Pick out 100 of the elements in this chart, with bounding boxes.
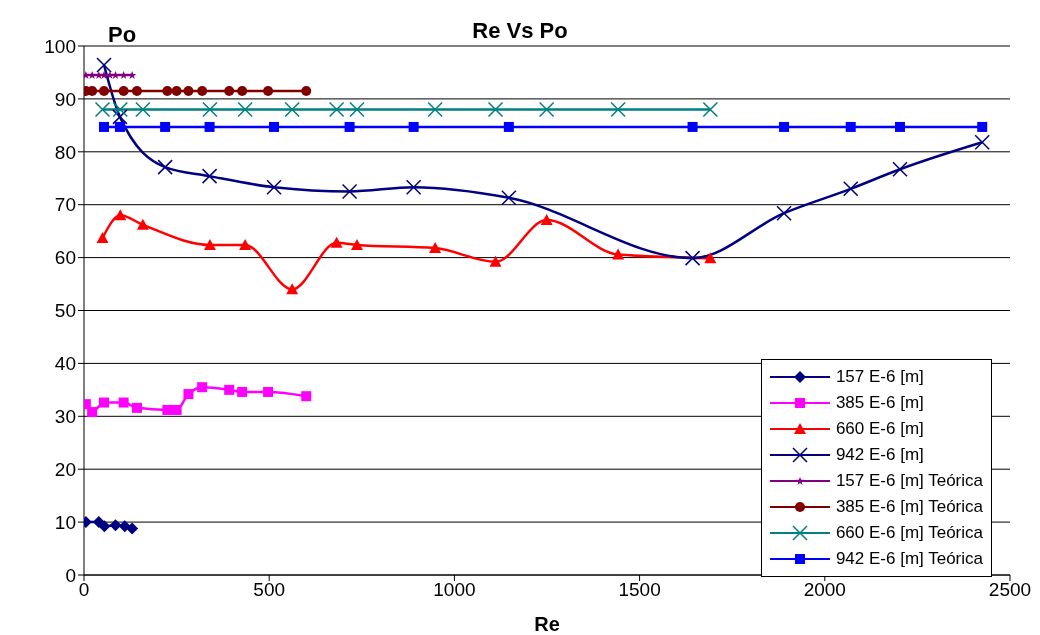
point bbox=[202, 101, 218, 118]
x-tick-label: 500 bbox=[253, 579, 286, 601]
point bbox=[501, 190, 517, 206]
point bbox=[126, 522, 139, 535]
point bbox=[301, 85, 312, 96]
point bbox=[286, 283, 299, 295]
y-axis-title: Po bbox=[108, 22, 137, 48]
x-tick-label: 1000 bbox=[433, 579, 476, 601]
point bbox=[284, 101, 300, 118]
point bbox=[112, 101, 129, 118]
point bbox=[237, 386, 248, 397]
point bbox=[183, 389, 194, 400]
point bbox=[99, 85, 109, 96]
point bbox=[114, 121, 125, 132]
point bbox=[328, 101, 345, 118]
y-tick-label: 10 bbox=[54, 511, 76, 533]
legend-label: 157 E-6 [m] Teórica bbox=[835, 471, 983, 491]
point bbox=[157, 159, 173, 175]
x-axis-title: Re bbox=[534, 613, 560, 635]
point bbox=[118, 85, 129, 96]
point bbox=[201, 168, 218, 184]
point bbox=[427, 101, 443, 118]
point bbox=[99, 397, 109, 408]
y-tick-label: 80 bbox=[54, 141, 76, 163]
point bbox=[237, 85, 248, 96]
point bbox=[87, 407, 98, 418]
x-tick-label: 2000 bbox=[803, 579, 846, 601]
point bbox=[135, 101, 151, 118]
point bbox=[96, 57, 112, 73]
x-tick-label: 2500 bbox=[988, 579, 1032, 601]
point bbox=[112, 109, 128, 125]
y-tick-label: 20 bbox=[54, 458, 76, 480]
point bbox=[162, 85, 173, 96]
point bbox=[540, 214, 553, 226]
y-tick-label: 0 bbox=[65, 564, 76, 586]
legend-label: 942 E-6 [m] bbox=[835, 445, 924, 465]
point bbox=[263, 85, 274, 96]
y-tick-label: 60 bbox=[54, 247, 76, 269]
point bbox=[197, 85, 208, 96]
point bbox=[892, 161, 908, 178]
point bbox=[203, 238, 216, 250]
legend-label: 660 E-6 [m] Teórica bbox=[835, 523, 983, 543]
point bbox=[977, 121, 988, 132]
point bbox=[131, 85, 142, 96]
point bbox=[263, 386, 274, 397]
point bbox=[114, 209, 127, 221]
point bbox=[344, 121, 355, 132]
point bbox=[171, 404, 182, 415]
legend-label: 942 E-6 [m] Teórica bbox=[835, 549, 983, 569]
point bbox=[610, 101, 626, 118]
point bbox=[684, 250, 701, 266]
point bbox=[350, 238, 363, 250]
point bbox=[349, 101, 365, 118]
point bbox=[136, 218, 149, 230]
point bbox=[845, 121, 856, 132]
point bbox=[118, 397, 129, 408]
point bbox=[489, 255, 502, 267]
legend-label: 157 E-6 [m] bbox=[835, 367, 924, 387]
point bbox=[266, 179, 282, 195]
y-tick-label: 40 bbox=[54, 353, 76, 375]
point bbox=[487, 101, 504, 118]
point bbox=[538, 101, 555, 118]
point bbox=[330, 236, 343, 248]
point bbox=[974, 134, 990, 151]
point bbox=[128, 71, 137, 80]
point bbox=[405, 179, 422, 195]
point bbox=[612, 248, 625, 260]
point bbox=[131, 402, 142, 413]
point bbox=[429, 242, 442, 254]
point bbox=[702, 101, 719, 118]
point bbox=[842, 181, 859, 197]
point bbox=[224, 85, 235, 96]
point bbox=[894, 121, 905, 132]
point bbox=[503, 121, 514, 132]
point bbox=[341, 183, 358, 200]
point bbox=[96, 232, 109, 244]
point bbox=[408, 121, 419, 132]
point bbox=[94, 101, 111, 118]
point bbox=[183, 85, 194, 96]
point bbox=[171, 85, 182, 96]
point bbox=[776, 205, 792, 221]
legend-label: 385 E-6 [m] Teórica bbox=[835, 497, 983, 517]
point bbox=[162, 404, 173, 415]
point bbox=[224, 384, 235, 395]
legend-label: 385 E-6 [m] bbox=[835, 393, 924, 413]
point bbox=[687, 121, 698, 132]
legend-label: 660 E-6 [m] bbox=[835, 419, 924, 439]
y-tick-label: 100 bbox=[44, 35, 76, 57]
chart-title: Re Vs Po bbox=[472, 18, 568, 43]
point bbox=[98, 520, 111, 533]
y-tick-label: 90 bbox=[54, 88, 76, 110]
point bbox=[237, 101, 253, 118]
x-tick-label: 0 bbox=[78, 579, 90, 601]
point bbox=[239, 238, 252, 250]
point bbox=[301, 391, 312, 402]
y-tick-label: 70 bbox=[54, 194, 76, 216]
point bbox=[204, 121, 215, 132]
point bbox=[269, 121, 280, 132]
point bbox=[704, 252, 717, 264]
y-tick-label: 30 bbox=[54, 406, 76, 428]
